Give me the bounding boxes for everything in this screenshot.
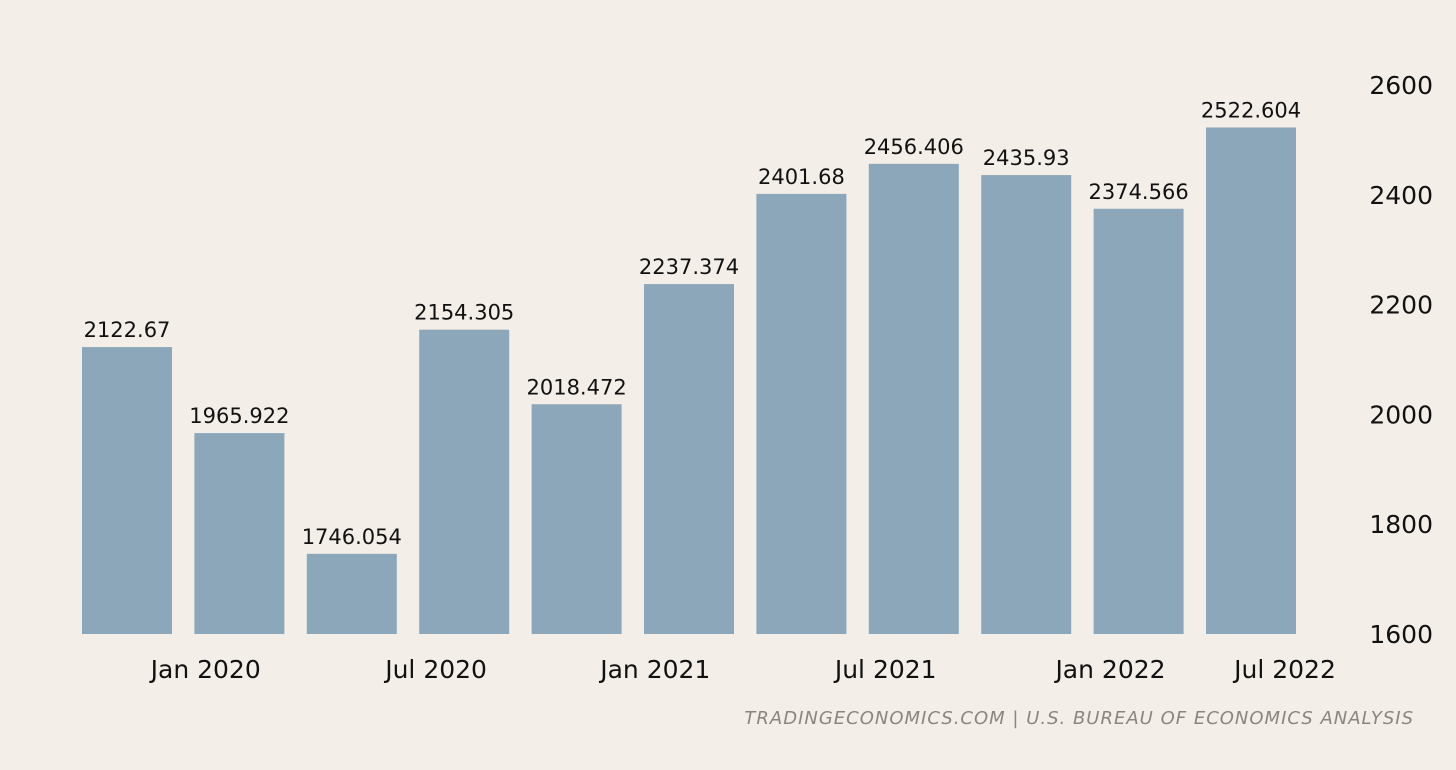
bar-q1-2020 bbox=[82, 347, 172, 634]
data-label: 2456.406 bbox=[864, 135, 964, 159]
bar-q2-2021 bbox=[644, 284, 734, 634]
bar-q3-2022 bbox=[1206, 127, 1296, 634]
data-label: 2401.68 bbox=[758, 165, 845, 189]
data-label: 2018.472 bbox=[526, 375, 626, 399]
x-tick-label: Jul 2021 bbox=[833, 655, 937, 684]
bar-q3-2020 bbox=[306, 553, 397, 634]
y-tick-label: 2000 bbox=[1369, 400, 1433, 429]
data-label: 2374.566 bbox=[1088, 180, 1188, 204]
data-label: 2237.374 bbox=[639, 255, 739, 279]
y-tick-label: 2400 bbox=[1369, 181, 1433, 210]
x-tick-label: Jan 2021 bbox=[598, 655, 710, 684]
data-label: 1965.922 bbox=[189, 404, 289, 428]
x-tick-label: Jul 2022 bbox=[1232, 655, 1336, 684]
bar-q3-2021 bbox=[756, 193, 847, 634]
bar-q2-2022 bbox=[1093, 208, 1184, 635]
source-credit: TRADINGECONOMICS.COM | U.S. BUREAU OF EC… bbox=[744, 708, 1414, 729]
data-label: 2522.604 bbox=[1201, 98, 1301, 122]
y-tick-label: 2600 bbox=[1369, 71, 1433, 100]
data-label: 1746.054 bbox=[302, 525, 402, 549]
y-tick-label: 1600 bbox=[1369, 620, 1433, 649]
bar-q4-2021 bbox=[868, 163, 959, 634]
x-tick-label: Jan 2020 bbox=[149, 655, 261, 684]
x-tick-label: Jan 2022 bbox=[1053, 655, 1165, 684]
bar-q1-2021 bbox=[531, 404, 622, 634]
data-label: 2154.305 bbox=[414, 301, 514, 325]
y-tick-label: 2200 bbox=[1369, 291, 1433, 320]
data-label: 2435.93 bbox=[983, 146, 1070, 170]
data-label: 2122.67 bbox=[84, 318, 171, 342]
bar-q1-2022 bbox=[981, 175, 1072, 634]
bar-q4-2020 bbox=[419, 329, 510, 634]
y-tick-label: 1800 bbox=[1369, 510, 1433, 539]
x-tick-label: Jul 2020 bbox=[383, 655, 487, 684]
bar-q2-2020 bbox=[194, 433, 285, 634]
